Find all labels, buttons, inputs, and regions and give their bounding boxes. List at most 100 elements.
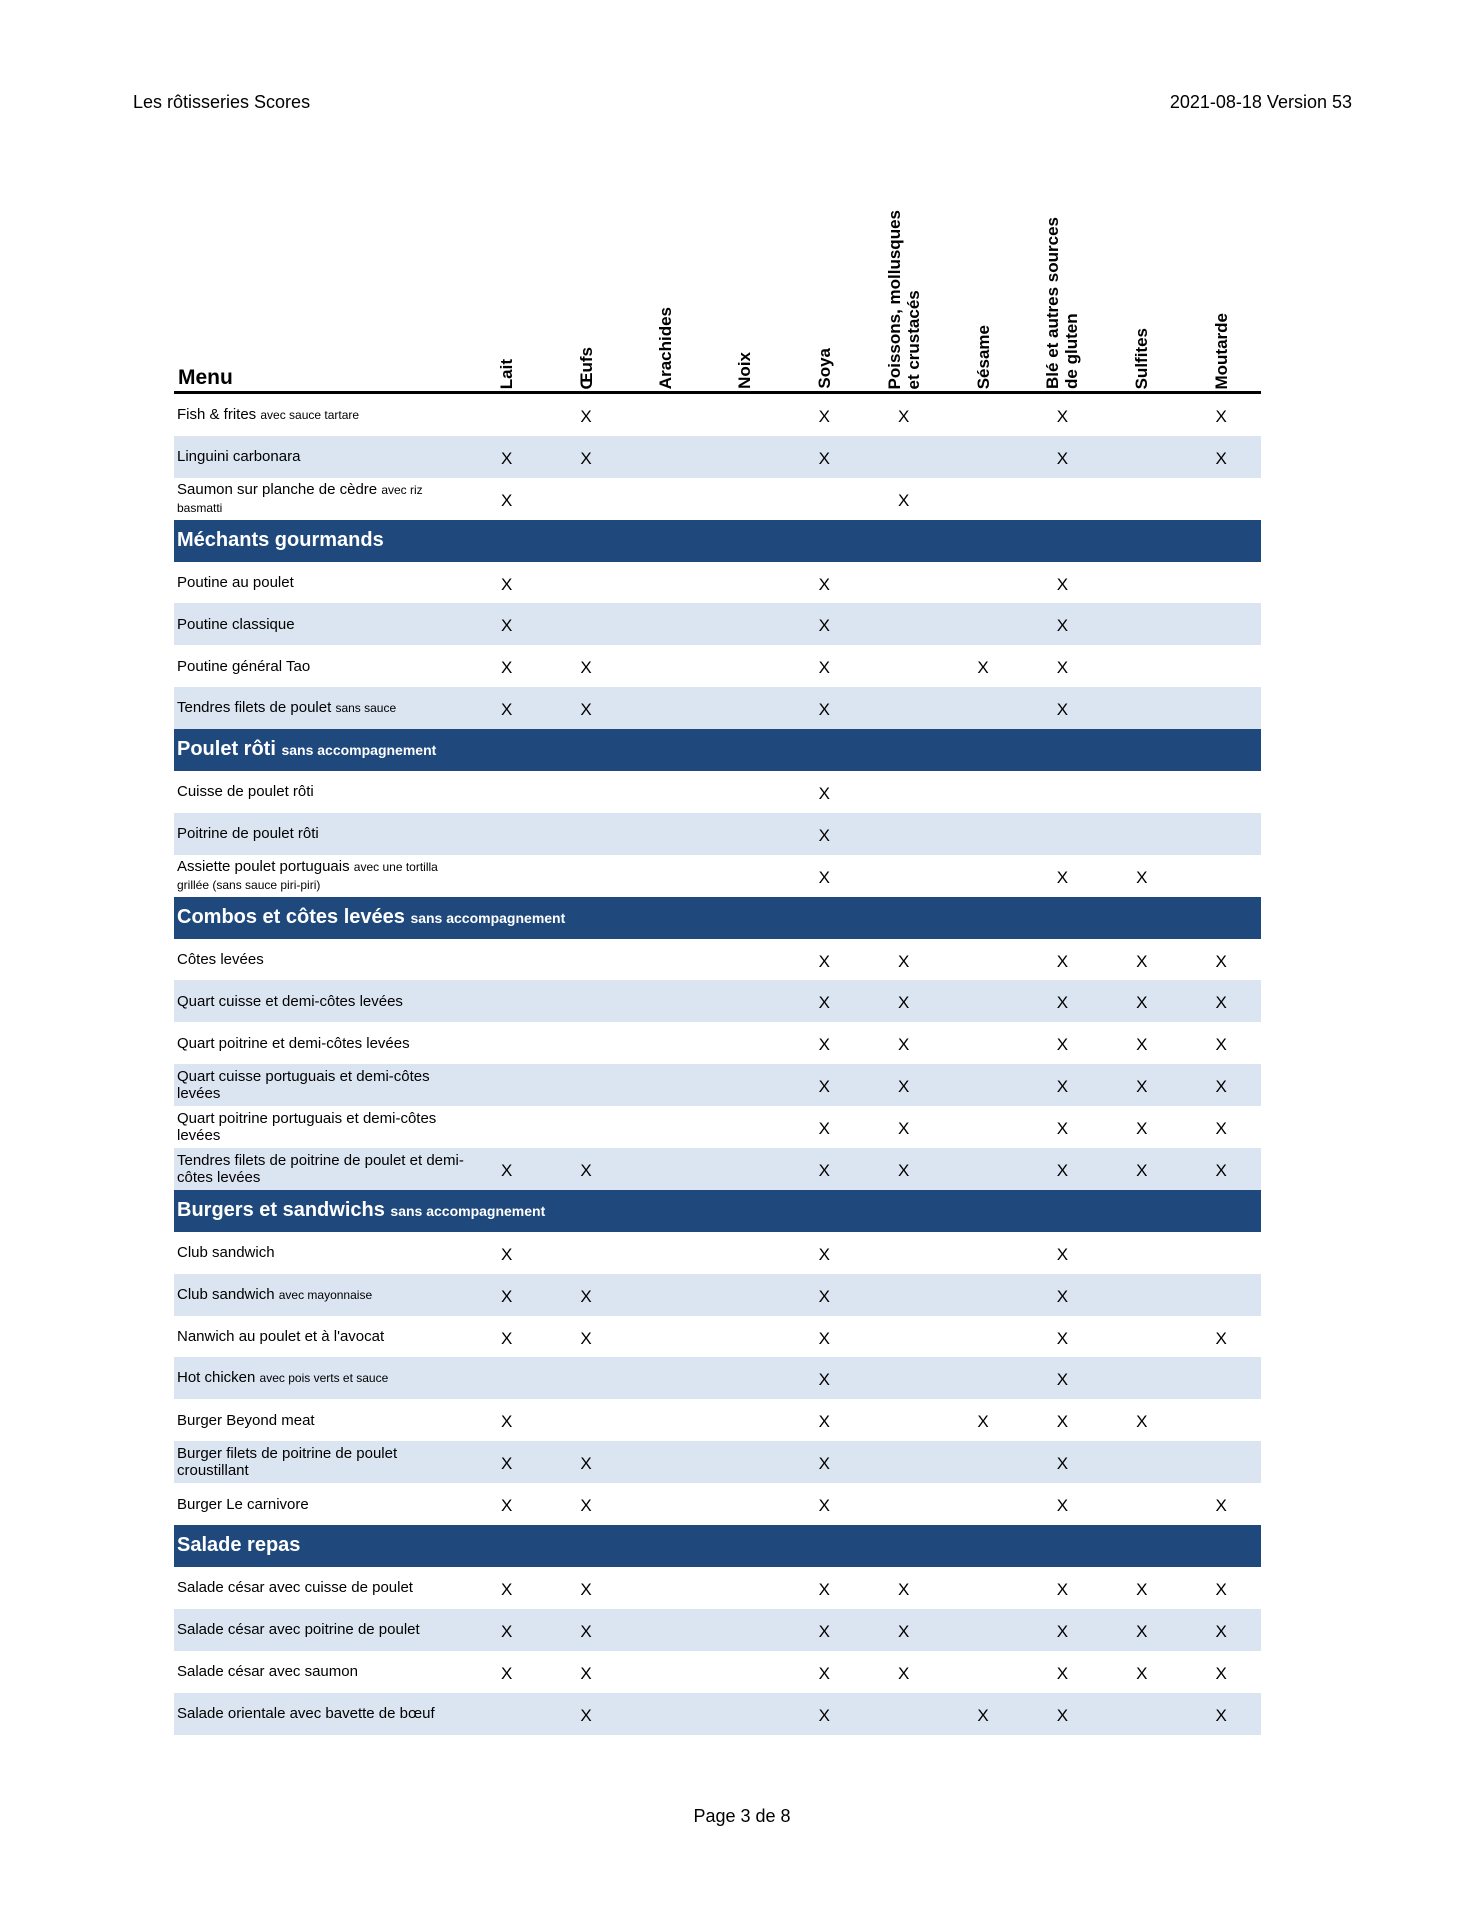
- allergen-mark: X: [897, 1119, 910, 1139]
- allergen-mark: [943, 832, 1022, 836]
- table-row: Burger Le carnivore X X X X X: [174, 1483, 1261, 1525]
- allergen-mark: [705, 622, 784, 626]
- section-title: Combos et côtes levées: [177, 905, 405, 928]
- allergen-mark: [705, 1251, 784, 1255]
- allergen-mark: [626, 497, 705, 501]
- allergen-mark: [626, 958, 705, 962]
- item-name-cell: Nanwich au poulet et à l'avocat: [174, 1328, 467, 1345]
- allergen-mark: [626, 1083, 705, 1087]
- allergen-mark: X: [501, 1328, 513, 1348]
- allergen-mark: [1182, 832, 1261, 836]
- allergen-mark: X: [818, 1035, 830, 1055]
- allergen-mark: [1182, 1376, 1261, 1380]
- item-name: Poitrine de poulet rôti: [177, 825, 319, 843]
- allergen-mark: X: [1056, 1705, 1069, 1725]
- allergen-mark: X: [1215, 1077, 1227, 1097]
- allergen-mark: [943, 1125, 1022, 1129]
- allergen-mark: [1102, 1335, 1181, 1339]
- allergen-mark: X: [897, 1621, 910, 1641]
- allergen-mark: X: [818, 1454, 830, 1474]
- allergen-mark: X: [818, 825, 830, 845]
- allergen-mark: [943, 1502, 1022, 1506]
- allergen-mark: X: [1215, 1621, 1227, 1641]
- allergen-mark: [705, 1418, 784, 1422]
- table-row: Poutine au poulet X X X: [174, 562, 1261, 604]
- allergen-mark: X: [1056, 658, 1069, 678]
- allergen-mark: [943, 455, 1022, 459]
- allergen-mark: X: [897, 1077, 910, 1097]
- allergen-mark: X: [580, 1705, 592, 1725]
- allergen-mark: [864, 874, 943, 878]
- allergen-mark: [1102, 1712, 1181, 1716]
- allergen-mark: X: [1056, 1119, 1069, 1139]
- allergen-mark: X: [1056, 1370, 1069, 1390]
- item-name: Cuisse de poulet rôti: [177, 783, 314, 801]
- item-name: Salade orientale avec bavette de bœuf: [177, 1705, 435, 1723]
- allergen-mark: [626, 999, 705, 1003]
- section-header: Combos et côtes levées sans accompagneme…: [174, 896, 1261, 939]
- allergen-mark: [626, 1586, 705, 1590]
- column-header-label: Soya: [815, 348, 834, 389]
- allergen-mark: X: [1056, 448, 1069, 468]
- allergen-mark: [626, 1502, 705, 1506]
- item-name-cell: Fish & frites avec sauce tartare: [174, 406, 467, 424]
- allergen-table: Menu Lait Œufs Arachides Noix Soya Poissons, …: [174, 150, 1261, 1735]
- allergen-mark: [1102, 1502, 1181, 1506]
- item-name-cell: Club sandwich avec mayonnaise: [174, 1286, 467, 1304]
- table-row: Côtes levées X X X X X: [174, 939, 1261, 981]
- item-name-cell: Hot chicken avec pois verts et sauce: [174, 1369, 467, 1387]
- item-name: Salade césar avec saumon: [177, 1663, 358, 1681]
- allergen-mark: [864, 1712, 943, 1716]
- allergen-mark: X: [818, 658, 830, 678]
- item-name: Quart poitrine portuguais et demi-côtes …: [177, 1110, 437, 1145]
- item-note: sans accompagnement: [281, 742, 437, 759]
- allergen-mark: [705, 1628, 784, 1632]
- column-header-line: Lait: [497, 358, 517, 389]
- allergen-mark: [546, 1125, 625, 1129]
- allergen-mark: X: [818, 1328, 830, 1348]
- allergen-mark: [943, 1376, 1022, 1380]
- section-title: Salade repas: [177, 1534, 301, 1557]
- allergen-mark: X: [1056, 1454, 1069, 1474]
- allergen-mark: X: [1136, 1621, 1148, 1641]
- column-header: Sulfites: [1102, 154, 1181, 389]
- allergen-mark: X: [1056, 406, 1069, 426]
- table-header: Menu Lait Œufs Arachides Noix Soya Poissons, …: [174, 150, 1261, 394]
- table-row: Tendres filets de poulet sans sauce X X X X: [174, 687, 1261, 730]
- allergen-mark: X: [1215, 993, 1227, 1013]
- allergen-mark: [705, 1041, 784, 1045]
- allergen-mark: X: [977, 658, 989, 678]
- column-header-label: Moutarde: [1212, 313, 1231, 390]
- allergen-mark: [864, 832, 943, 836]
- allergen-mark: X: [580, 1286, 592, 1306]
- item-name: Tendres filets de poulet: [177, 699, 332, 717]
- allergen-mark: X: [977, 1412, 989, 1432]
- allergen-mark: [626, 455, 705, 459]
- allergen-mark: [705, 664, 784, 668]
- table-row: Burger Beyond meat X X X X X: [174, 1399, 1261, 1441]
- allergen-mark: X: [501, 574, 513, 594]
- item-name: Saumon sur planche de cèdre: [177, 480, 378, 498]
- allergen-mark: [626, 1125, 705, 1129]
- allergen-mark: [1102, 1460, 1181, 1464]
- allergen-mark: [864, 1460, 943, 1464]
- item-name-cell: Poitrine de poulet rôti: [174, 825, 467, 842]
- allergen-mark: [864, 1251, 943, 1255]
- allergen-mark: [1102, 581, 1181, 585]
- allergen-mark: [626, 1460, 705, 1464]
- allergen-mark: X: [897, 490, 910, 510]
- allergen-mark: [943, 1460, 1022, 1464]
- allergen-mark: [864, 1418, 943, 1422]
- column-header-line: Arachides: [655, 306, 675, 389]
- allergen-mark: [705, 1335, 784, 1339]
- table-row: Salade césar avec poitrine de poulet X X X X…: [174, 1608, 1261, 1651]
- allergen-mark: [864, 664, 943, 668]
- allergen-mark: [467, 1376, 546, 1380]
- allergen-mark: X: [818, 1579, 830, 1599]
- table-row: Quart cuisse et demi-côtes levées X X X X X: [174, 980, 1261, 1023]
- table-row: Hot chicken avec pois verts et sauce X X: [174, 1357, 1261, 1400]
- allergen-mark: [626, 1335, 705, 1339]
- table-row: Poutine classique X X X: [174, 603, 1261, 646]
- item-note: avec une tortilla grillée (sans sauce pi…: [177, 859, 438, 892]
- allergen-mark: X: [818, 867, 830, 887]
